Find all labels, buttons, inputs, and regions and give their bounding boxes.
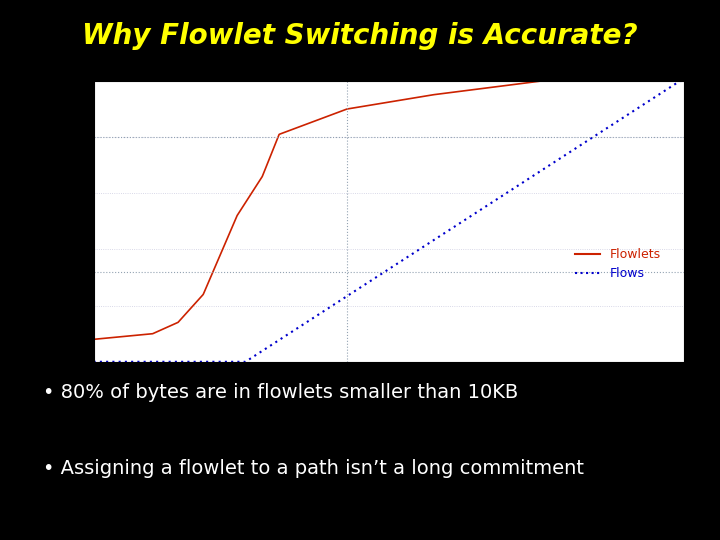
X-axis label: Size(B): Size(B)	[364, 387, 413, 401]
Text: Why Flowlet Switching is Accurate?: Why Flowlet Switching is Accurate?	[82, 22, 638, 50]
Legend: Flowlets, Flows: Flowlets, Flows	[570, 243, 666, 285]
Text: • Assigning a flowlet to a path isn’t a long commitment: • Assigning a flowlet to a path isn’t a …	[43, 459, 584, 478]
Y-axis label: Fraction of Total Bytes: Fraction of Total Bytes	[48, 152, 60, 291]
Text: • 80% of bytes are in flowlets smaller than 10KB: • 80% of bytes are in flowlets smaller t…	[43, 383, 518, 402]
